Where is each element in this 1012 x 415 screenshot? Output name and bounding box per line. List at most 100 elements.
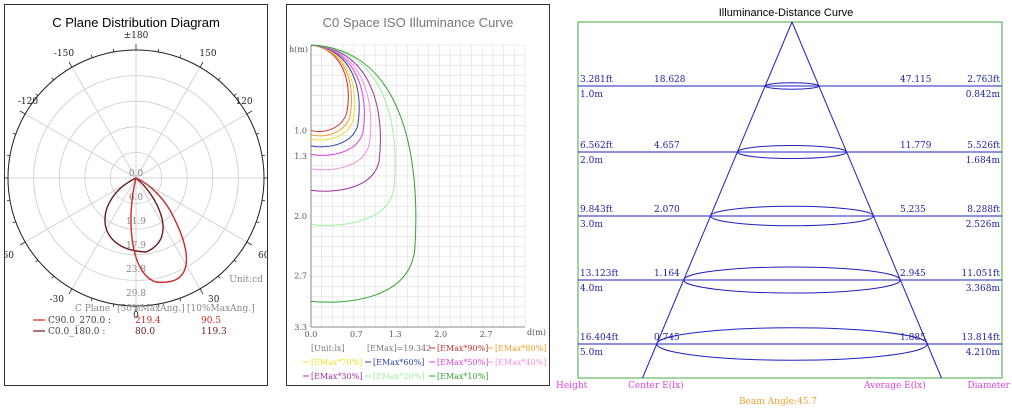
iso-chart: C0 Space ISO Illuminance Curve h(m) d(m) 0.… bbox=[289, 15, 546, 381]
legend-series-v10: 90.5 bbox=[201, 316, 221, 326]
id-title: Illuminance-Distance Curve bbox=[719, 7, 854, 19]
polar-tick bbox=[246, 110, 253, 115]
polar-spoke bbox=[24, 177, 137, 243]
row-height-ft: 6.562ft bbox=[580, 141, 613, 151]
iso-curve bbox=[310, 44, 396, 226]
iso-ytick: 2.0 bbox=[294, 212, 307, 221]
polar-tick bbox=[6, 199, 11, 202]
iso-xlabel: d(m) bbox=[527, 328, 546, 337]
iso-ytick: 1.0 bbox=[294, 126, 307, 135]
polar-angle-label: -120 bbox=[18, 97, 38, 107]
polar-angle-label: 0 bbox=[133, 311, 139, 321]
polar-tick bbox=[6, 154, 11, 157]
polar-spoke bbox=[135, 113, 248, 179]
footer-beam-angle: Beam Angle:45.7 bbox=[739, 397, 817, 407]
polar-tick bbox=[233, 93, 237, 97]
row-average-e: 47.115 bbox=[900, 75, 932, 85]
row-height-m: 2.0m bbox=[580, 156, 603, 166]
row-height-m: 5.0m bbox=[580, 348, 603, 358]
polar-tick bbox=[90, 298, 93, 302]
iso-xtick: 0.7 bbox=[350, 330, 363, 339]
polar-tick bbox=[246, 241, 253, 246]
row-diameter-m: 2.526m bbox=[966, 220, 1001, 230]
cone-left bbox=[642, 21, 793, 379]
legend-header-cplane: C Plane bbox=[75, 304, 110, 314]
polar-spoke bbox=[71, 66, 137, 179]
iso-legend-label: [EMax*10%] bbox=[437, 372, 488, 381]
footer-diameter: Diameter bbox=[967, 381, 1010, 391]
beam-ellipse bbox=[764, 82, 820, 90]
polar-tick bbox=[261, 199, 266, 202]
row-average-e: 5.235 bbox=[900, 205, 926, 215]
polar-tick bbox=[90, 54, 93, 58]
polar-tick bbox=[35, 259, 39, 263]
iso-curve bbox=[310, 44, 353, 137]
iso-unit: [Unit:lx] bbox=[311, 344, 345, 353]
iso-legend-label: [EMax*50%] bbox=[437, 358, 488, 367]
polar-tick bbox=[217, 275, 221, 279]
polar-tick bbox=[68, 288, 73, 295]
polar-tick bbox=[179, 54, 182, 58]
polar-radial-label: 17.9 bbox=[126, 241, 146, 251]
polar-tick bbox=[261, 154, 266, 157]
iso-emax: [EMax]=19.342 bbox=[367, 344, 431, 353]
row-diameter-ft: 8.288ft bbox=[967, 205, 1000, 215]
row-diameter-m: 1.684m bbox=[966, 156, 1001, 166]
polar-tick bbox=[19, 110, 26, 115]
legend-series-name: C0.0_180.0 : bbox=[48, 327, 105, 337]
polar-radial-label: 6.0 bbox=[129, 193, 144, 203]
row-height-ft: 13.123ft bbox=[580, 269, 619, 279]
polar-radial-label: 11.9 bbox=[126, 217, 146, 227]
iso-legend-label: [EMax*90%] bbox=[437, 344, 488, 353]
iso-title: C0 Space ISO Illuminance Curve bbox=[323, 15, 514, 30]
polar-tick bbox=[12, 221, 16, 224]
row-average-e: 2.945 bbox=[900, 269, 926, 279]
polar-spoke bbox=[135, 66, 201, 179]
polar-tick bbox=[51, 77, 55, 81]
row-center-e: 1.164 bbox=[654, 269, 680, 279]
legend-header-10: [10%MaxAng.] bbox=[187, 304, 255, 314]
polar-tick bbox=[19, 241, 26, 246]
polar-tick bbox=[157, 303, 160, 308]
row-diameter-ft: 5.526ft bbox=[967, 141, 1000, 151]
iso-legend-label: [EMax*30%] bbox=[311, 372, 362, 381]
row-average-e: 1.885 bbox=[900, 333, 926, 343]
footer-center: Center E(lx) bbox=[628, 380, 684, 391]
polar-tick bbox=[256, 132, 260, 135]
illuminance-distance-panel: Illuminance-Distance Curve 3.281ft 1.0m 18.… bbox=[556, 2, 1012, 411]
polar-tick bbox=[68, 61, 73, 68]
polar-spoke bbox=[71, 177, 137, 290]
polar-tick bbox=[233, 259, 237, 263]
polar-tick bbox=[199, 61, 204, 68]
polar-tick bbox=[256, 221, 260, 224]
polar-chart: C Plane Distribution Diagram±180 -150 150 -… bbox=[0, 15, 280, 337]
polar-angle-label: -150 bbox=[54, 49, 74, 59]
legend-header-50: [50%MaxAng.] bbox=[117, 304, 185, 314]
iso-legend-label: [EMax*20%] bbox=[373, 372, 424, 381]
row-height-ft: 16.404ft bbox=[580, 333, 619, 343]
iso-curve bbox=[310, 44, 349, 132]
polar-angle-label: ±180 bbox=[124, 31, 149, 41]
row-height-ft: 9.843ft bbox=[580, 205, 613, 215]
row-diameter-ft: 13.814ft bbox=[962, 333, 1001, 343]
cone-right bbox=[791, 21, 942, 379]
polar-angle-label: 150 bbox=[199, 49, 216, 59]
row-height-m: 1.0m bbox=[580, 90, 603, 100]
polar-tick bbox=[51, 275, 55, 279]
polar-angle-label: -60 bbox=[5, 251, 14, 261]
polar-angle-label: 30 bbox=[208, 295, 220, 305]
iso-ytick: 3.3 bbox=[294, 323, 307, 332]
c0-curve bbox=[104, 177, 164, 253]
iso-curve bbox=[310, 44, 381, 192]
polar-tick bbox=[35, 93, 39, 97]
iso-ylabel: h(m) bbox=[289, 45, 308, 54]
polar-angle-label: 60 bbox=[258, 251, 267, 261]
polar-radial-label: 23.8 bbox=[126, 265, 146, 275]
iso-ytick: 1.3 bbox=[294, 152, 307, 161]
row-height-m: 4.0m bbox=[580, 284, 603, 294]
iso-ytick: 2.7 bbox=[294, 272, 307, 281]
footer-average: Average E(lx) bbox=[863, 380, 926, 391]
c-plane-panel: C Plane Distribution Diagram ±180 -150 150 -… bbox=[0, 4, 280, 386]
polar-tick bbox=[112, 303, 115, 308]
iso-curve bbox=[310, 44, 365, 156]
